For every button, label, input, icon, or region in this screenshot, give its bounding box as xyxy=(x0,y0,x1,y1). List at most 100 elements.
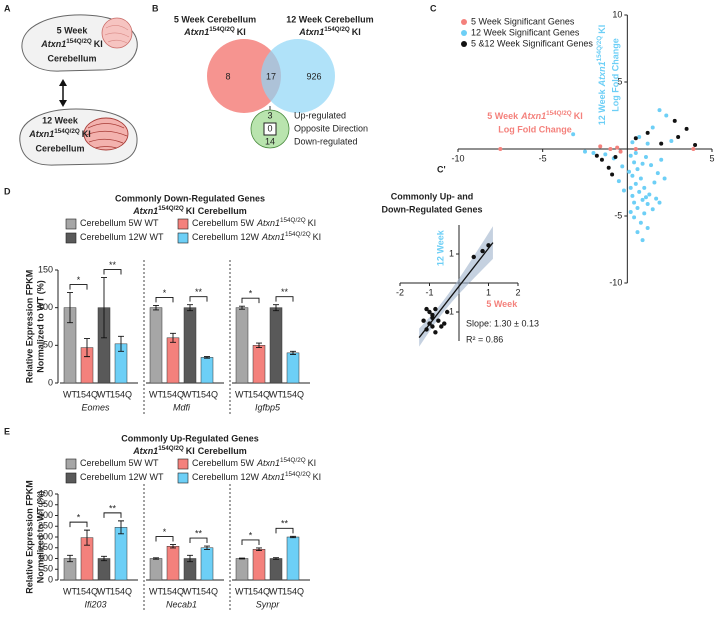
legend-swatch xyxy=(65,232,77,244)
error-bar xyxy=(84,529,90,546)
bar xyxy=(200,547,214,581)
x-tick-label: 154Q xyxy=(110,586,132,596)
y-tick-label: 100 xyxy=(38,553,53,563)
data-point xyxy=(649,163,654,168)
error-bar xyxy=(118,520,124,535)
x-axis-label: 5 Week Atxn1154Q/2Q KI xyxy=(487,110,582,122)
chart-subtitle: Atxn1154Q/2Q KI Cerebellum xyxy=(132,205,247,217)
data-point xyxy=(630,140,635,145)
legend-swatch xyxy=(177,458,189,470)
brain-label: 5 Week xyxy=(57,25,89,35)
error-bar xyxy=(153,557,159,560)
venn-count: 8 xyxy=(225,71,230,81)
y-axis-label: Log Fold Change xyxy=(610,38,620,112)
data-point xyxy=(599,157,604,162)
subtitle-text: Cerebellum xyxy=(198,206,247,216)
allele: 154Q/2Q xyxy=(209,26,235,33)
data-point xyxy=(620,164,625,169)
error-bar xyxy=(290,535,296,539)
arrow-head xyxy=(59,100,67,107)
genotype-suffix: KI xyxy=(574,111,583,121)
error-bar xyxy=(290,350,296,355)
genotype-suffix: KI xyxy=(308,218,317,228)
arrow-head xyxy=(59,79,67,86)
gene-name: Atxn1 xyxy=(256,458,280,468)
data-point xyxy=(635,230,640,235)
cerebellum-12w xyxy=(83,117,129,151)
significance-bracket xyxy=(69,521,88,528)
category-label: Necab1 xyxy=(166,599,197,609)
data-point xyxy=(638,176,643,181)
data-point xyxy=(645,130,650,135)
legend-label: Cerebellum 5W WT xyxy=(80,458,159,468)
bar xyxy=(97,558,111,581)
subtitle-text: Cerebellum xyxy=(198,446,247,456)
error-bar xyxy=(204,545,210,550)
legend-label: 5 &12 Week Significant Genes xyxy=(471,38,593,48)
data-point xyxy=(657,108,662,113)
genotype-suffix: KI xyxy=(94,39,103,49)
x-tick-label: WT xyxy=(235,586,249,596)
bar xyxy=(286,352,300,384)
bar xyxy=(235,558,249,581)
y-tick-label: -1 xyxy=(446,306,454,316)
data-point xyxy=(480,248,485,254)
data-point xyxy=(633,147,638,151)
gene-name: Atxn1 xyxy=(256,218,280,228)
data-point xyxy=(430,324,435,329)
venn-genotype: Atxn1154Q/2Q KI xyxy=(298,26,361,38)
data-point xyxy=(637,189,642,194)
bar xyxy=(269,307,283,384)
x-tick-label: WT xyxy=(97,586,111,596)
data-point xyxy=(594,153,599,158)
panel-label: D xyxy=(4,186,11,196)
y-tick-label: 350 xyxy=(38,499,53,509)
allele: 154Q/2Q xyxy=(285,471,311,478)
legend-marker xyxy=(461,30,467,36)
chart-subtitle: Atxn1154Q/2Q KI Cerebellum xyxy=(132,445,247,457)
data-point xyxy=(642,185,647,190)
data-point xyxy=(608,147,613,151)
data-point xyxy=(635,205,640,210)
gene-name: Atxn1 xyxy=(261,472,285,482)
legend-label-text: Cerebellum 12W xyxy=(192,232,260,242)
x-tick-label: 154Q xyxy=(248,389,270,399)
data-point xyxy=(424,327,429,332)
data-point xyxy=(439,324,444,329)
x-tick-label: WT xyxy=(149,586,163,596)
data-point xyxy=(632,200,637,205)
legend-label-text: Cerebellum 5W WT xyxy=(80,458,159,468)
error-bar xyxy=(273,304,279,312)
significance-bracket xyxy=(189,537,208,544)
error-bar xyxy=(239,305,245,310)
significance-label: * xyxy=(77,275,81,285)
y-axis-label: 12 WeekAtxn1154Q/2Q KI xyxy=(596,25,608,125)
significance-label: * xyxy=(249,289,253,299)
genotype-suffix: KI xyxy=(352,27,361,37)
x-tick-label: 5 xyxy=(709,153,714,163)
panel-label: B xyxy=(152,3,159,13)
data-point xyxy=(615,145,620,150)
error-bar xyxy=(170,544,176,549)
data-point xyxy=(427,309,432,315)
data-point xyxy=(627,169,632,174)
panel-label: E xyxy=(4,426,10,436)
x-tick-label: WT xyxy=(97,389,111,399)
x-tick-label: WT xyxy=(183,586,197,596)
venn-genotype: Atxn1154Q/2Q KI xyxy=(183,26,246,38)
data-point xyxy=(486,243,491,248)
allele: 154Q/2Q xyxy=(596,36,603,62)
data-point xyxy=(632,215,637,220)
allele: 154Q/2Q xyxy=(546,110,572,117)
y-tick-label: 50 xyxy=(43,564,53,574)
gene-name: Atxn1 xyxy=(597,61,607,87)
x-tick-label: -2 xyxy=(396,287,404,297)
significance-label: ** xyxy=(195,287,203,297)
bar xyxy=(149,307,163,384)
y-tick-label: 0 xyxy=(48,377,53,387)
chart-title: Commonly Up-Regulated Genes xyxy=(121,433,259,443)
venn-diagram xyxy=(207,39,335,149)
y-tick-label: 200 xyxy=(38,531,53,541)
legend-swatch xyxy=(65,458,77,470)
